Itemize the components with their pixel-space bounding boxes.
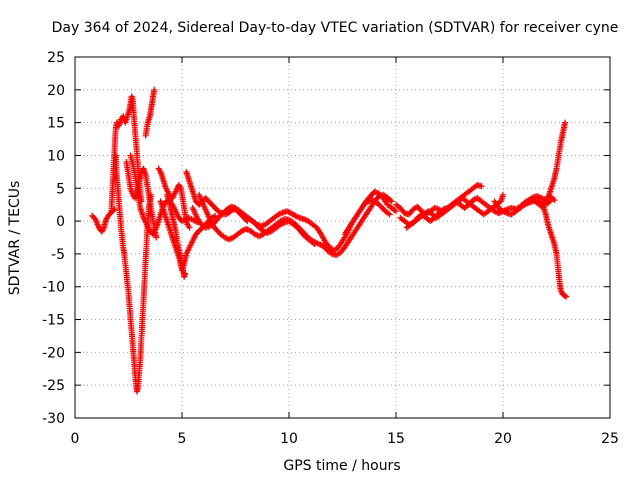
- y-tick-label: -20: [42, 345, 65, 361]
- x-axis-label: GPS time / hours: [283, 458, 400, 474]
- x-tick-label: 25: [601, 431, 619, 447]
- grid: [75, 57, 610, 418]
- data-point: [521, 201, 528, 208]
- data-point: [562, 292, 569, 299]
- data-point: [500, 191, 506, 198]
- y-tick-label: -15: [42, 313, 65, 329]
- x-tick-label: 10: [280, 431, 298, 447]
- data-point: [151, 86, 158, 93]
- data-point: [311, 241, 318, 248]
- data-point: [388, 198, 395, 205]
- data-point: [562, 119, 569, 126]
- data-point: [153, 234, 160, 241]
- data-point: [386, 211, 393, 218]
- data-point: [393, 208, 399, 215]
- chart-title: Day 364 of 2024, Sidereal Day-to-day VTE…: [52, 20, 619, 36]
- y-axis-label: SDTVAR / TECUs: [7, 181, 23, 296]
- axis-ticks: 0 5 10 15 20 25 25 20 15 10 5 0 -5 -10 -15 -20 -25 -30: [42, 50, 619, 447]
- data-point: [478, 183, 485, 190]
- y-tick-label: 20: [47, 83, 65, 99]
- x-tick-label: 20: [494, 431, 512, 447]
- data-point: [100, 226, 107, 232]
- y-tick-label: 25: [47, 50, 65, 66]
- y-tick-label: -10: [42, 280, 65, 296]
- y-tick-label: -25: [42, 378, 65, 394]
- y-tick-label: -30: [42, 411, 65, 427]
- x-tick-label: 5: [178, 431, 187, 447]
- x-tick-label: 15: [387, 431, 405, 447]
- data-point: [186, 224, 193, 231]
- y-tick-label: 10: [47, 148, 65, 164]
- data-point: [212, 212, 219, 219]
- y-tick-label: 0: [56, 214, 65, 230]
- x-tick-label: 0: [71, 431, 80, 447]
- data-marks: [89, 86, 570, 395]
- data-point: [551, 197, 558, 204]
- y-tick-label: 15: [47, 116, 65, 132]
- data-point: [563, 293, 570, 300]
- y-tick-label: 5: [56, 181, 65, 197]
- plot-frame: [74, 56, 611, 419]
- y-tick-label: -5: [51, 247, 65, 263]
- data-point: [182, 270, 189, 277]
